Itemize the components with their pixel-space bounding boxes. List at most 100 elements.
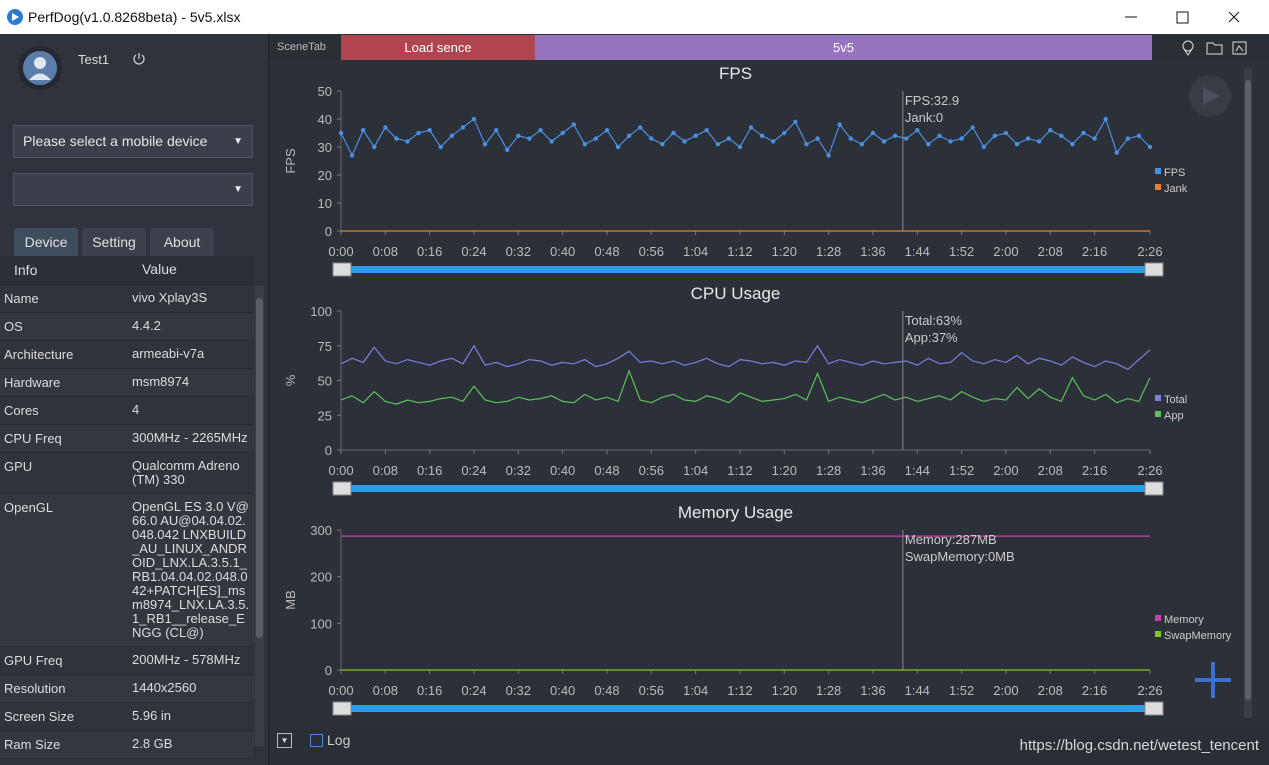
info-key: Cores	[4, 403, 39, 418]
data-point	[1059, 133, 1064, 138]
data-point	[360, 128, 366, 133]
data-point	[582, 142, 588, 147]
info-key: Architecture	[4, 347, 74, 362]
add-button[interactable]	[1195, 662, 1231, 698]
info-value: 1440x2560	[132, 680, 197, 695]
data-point	[915, 128, 920, 133]
collapse-button[interactable]: ▼	[277, 733, 292, 748]
data-point	[538, 128, 543, 133]
y-tick-label: 25	[318, 408, 332, 423]
info-key: Screen Size	[4, 709, 75, 724]
x-tick-label: 0:48	[594, 463, 619, 478]
x-tick-label: 0:32	[506, 683, 531, 698]
legend-label: Total	[1164, 394, 1187, 406]
app-icon	[7, 9, 23, 25]
legend-label: FPS	[1164, 167, 1185, 179]
data-point	[981, 144, 986, 150]
data-point	[1048, 128, 1053, 133]
info-value: OpenGL ES 3.0 V@66.0 AU@04.04.02.048.042…	[132, 499, 250, 640]
data-point	[737, 144, 743, 150]
data-point	[349, 153, 355, 158]
tab[interactable]: Setting	[82, 228, 146, 256]
tab[interactable]: About	[150, 228, 214, 256]
data-point	[383, 125, 388, 130]
cursor-annotation: Memory:287MB	[905, 532, 997, 547]
data-point	[1036, 139, 1042, 144]
data-point	[815, 136, 820, 141]
data-point	[859, 142, 865, 147]
data-point	[992, 133, 998, 138]
x-tick-label: 0:16	[417, 683, 442, 698]
legend-swatch	[1155, 411, 1161, 417]
x-tick-label: 0:00	[328, 463, 353, 478]
x-tick-label: 0:24	[461, 683, 486, 698]
x-tick-label: 1:04	[683, 244, 708, 259]
scene-tab[interactable]: Load sence	[341, 35, 535, 60]
avatar[interactable]	[17, 45, 63, 91]
y-tick-label: 30	[318, 140, 332, 155]
data-point	[1114, 150, 1119, 155]
data-point	[782, 130, 787, 136]
x-tick-label: 0:08	[373, 244, 398, 259]
x-tick-label: 1:20	[772, 463, 797, 478]
data-point	[549, 139, 554, 144]
window-controls[interactable]	[1115, 6, 1265, 28]
slider-handle	[1144, 481, 1164, 496]
device-dropdown[interactable]: Please select a mobile device ▼	[13, 125, 253, 158]
scrollbar[interactable]	[255, 286, 264, 746]
legend-swatch	[1155, 615, 1161, 621]
data-point	[471, 116, 477, 122]
charts-panel: FPS FPS 0 10 20 30 40 50 0:00 0:08 0:16 0:24 0:32 0:4…	[283, 64, 1252, 718]
data-point	[948, 139, 953, 144]
header-cell: Value	[142, 261, 177, 277]
data-point	[1092, 136, 1097, 141]
series-line	[340, 117, 1151, 157]
x-tick-label: 0:56	[639, 244, 664, 259]
power-button[interactable]	[131, 51, 147, 67]
data-point	[903, 136, 909, 141]
slider-handle	[1144, 701, 1164, 716]
legend-swatch	[1155, 168, 1161, 174]
x-tick-label: 0:08	[373, 463, 398, 478]
cursor-annotation: FPS:32.9	[905, 93, 959, 108]
toolbar-icons[interactable]	[1177, 38, 1267, 58]
data-point	[881, 139, 887, 144]
x-tick-label: 0:40	[550, 683, 575, 698]
data-point	[848, 136, 853, 141]
tab[interactable]: Device	[14, 228, 78, 256]
log-checkbox[interactable]	[310, 734, 323, 747]
scene-tab[interactable]: 5v5	[535, 35, 1152, 60]
x-tick-label: 1:28	[816, 463, 841, 478]
data-point	[660, 142, 665, 147]
x-tick-label: 0:48	[594, 244, 619, 259]
app-dropdown[interactable]: ▼	[13, 173, 253, 206]
info-value: msm8974	[132, 374, 190, 389]
x-tick-label: 2:16	[1082, 683, 1107, 698]
data-point	[715, 142, 720, 147]
slider-handle	[332, 481, 352, 496]
x-tick-label: 1:52	[949, 463, 974, 478]
data-point	[571, 122, 576, 127]
info-value: 5.96 in	[132, 708, 172, 723]
data-point	[804, 142, 809, 147]
data-point	[638, 125, 643, 130]
x-tick-label: 1:36	[860, 463, 885, 478]
x-tick-label: 1:28	[816, 244, 841, 259]
time-slider	[349, 266, 1150, 273]
cursor-annotation: Total:63%	[905, 313, 963, 328]
sidebar: Test1 Please select a mobile device ▼ ▼ D…	[0, 34, 269, 765]
info-key: LMK Threshold	[0, 759, 128, 765]
info-value: 300MHz - 2265MHz	[132, 430, 248, 445]
legend-label: Memory	[1164, 614, 1204, 626]
data-point	[493, 128, 499, 133]
legend-label: Jank	[1164, 183, 1188, 195]
x-tick-label: 1:12	[727, 463, 752, 478]
info-value: Qualcomm Adreno (TM) 330	[132, 458, 240, 487]
slider-handle	[332, 262, 352, 277]
y-tick-label: 100	[310, 304, 332, 319]
data-point	[682, 139, 687, 144]
log-label: Log	[327, 732, 351, 748]
x-tick-label: 0:16	[417, 463, 442, 478]
info-row: GPU Qualcomm Adreno (TM) 330	[0, 453, 254, 494]
series-line	[340, 344, 1151, 371]
